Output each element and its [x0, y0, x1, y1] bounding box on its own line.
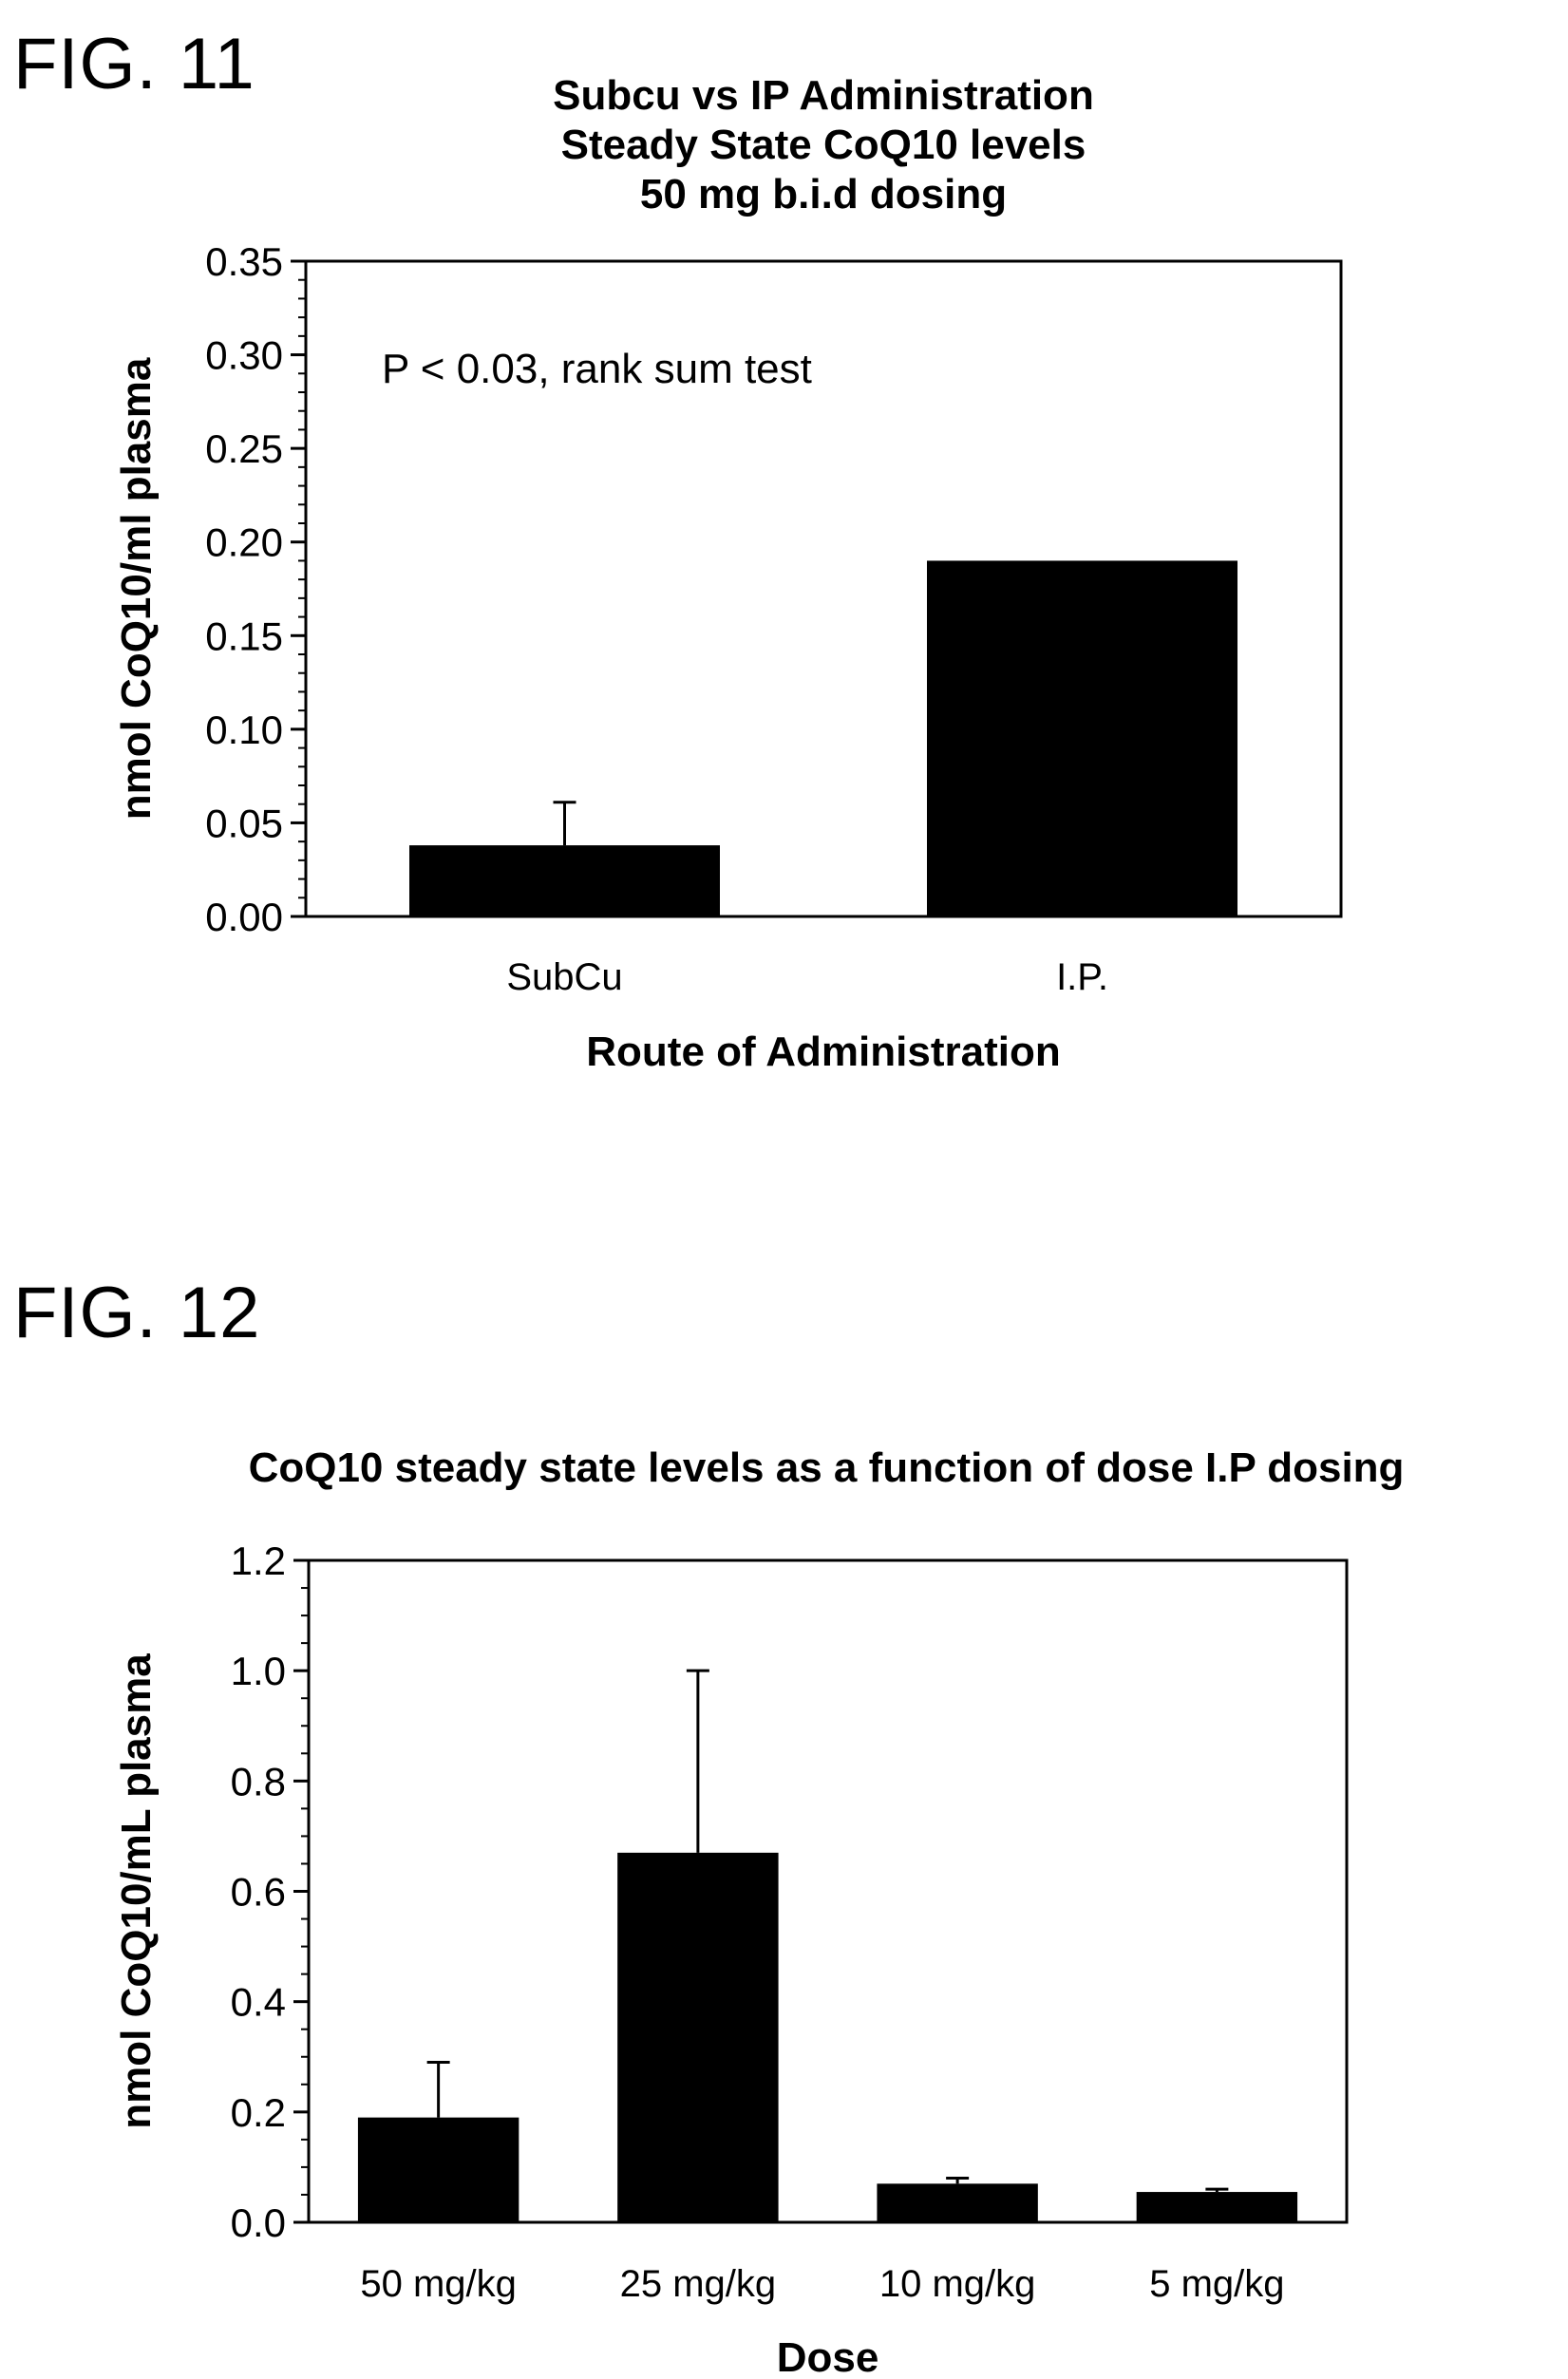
chart-title-line-3: 50 mg b.i.d dosing [640, 171, 1007, 217]
bar-10-mg-kg [877, 2183, 1038, 2222]
y-tick-label: 1.2 [231, 1539, 286, 1583]
y-tick-label: 0.00 [205, 895, 283, 939]
y-tick-label: 0.2 [231, 2090, 286, 2135]
y-tick-label: 0.35 [205, 239, 283, 284]
y-tick-label: 1.0 [231, 1649, 286, 1693]
x-tick-label: 10 mg/kg [879, 2263, 1036, 2305]
x-tick-label: 5 mg/kg [1149, 2263, 1284, 2305]
y-tick-label: 0.05 [205, 801, 283, 845]
figure-12-label: FIG. 12 [13, 1273, 261, 1353]
bar-5-mg-kg [1136, 2192, 1298, 2222]
x-tick-label: I.P. [1056, 956, 1108, 998]
y-tick-label: 0.10 [205, 708, 283, 752]
y-tick-label: 0.0 [231, 2200, 286, 2245]
x-tick-label: 50 mg/kg [360, 2263, 517, 2305]
x-axis-title: Dose [777, 2334, 879, 2379]
x-axis-title: Route of Administration [586, 1029, 1060, 1075]
y-tick-label: 0.15 [205, 614, 283, 658]
x-tick-label: 25 mg/kg [620, 2263, 777, 2305]
y-tick-label: 0.4 [231, 1980, 286, 2025]
y-tick-label: 0.30 [205, 333, 283, 378]
y-axis-title: nmol CoQ10/ml plasma [113, 357, 160, 820]
x-tick-label: SubCu [506, 956, 622, 998]
plot-frame [304, 259, 1343, 918]
bar-i-p- [927, 560, 1237, 916]
p-value-annotation: P < 0.03, rank sum test [382, 346, 812, 392]
y-axis-title: nmol CoQ10/mL plasma [113, 1653, 160, 2129]
chart-title-line-2: Steady State CoQ10 levels [561, 122, 1086, 168]
y-tick-label: 0.8 [231, 1759, 286, 1803]
figure-11-label: FIG. 11 [13, 24, 255, 104]
chart-title-line-1: CoQ10 steady state levels as a function … [249, 1444, 1405, 1491]
bar-25-mg-kg [617, 1852, 779, 2222]
y-tick-label: 0.25 [205, 426, 283, 471]
y-tick-label: 0.6 [231, 1870, 286, 1915]
chart-title-line-1: Subcu vs IP Administration [553, 72, 1094, 119]
bar-50-mg-kg [357, 2117, 520, 2222]
y-tick-label: 0.20 [205, 520, 283, 565]
bar-subcu [409, 845, 720, 916]
